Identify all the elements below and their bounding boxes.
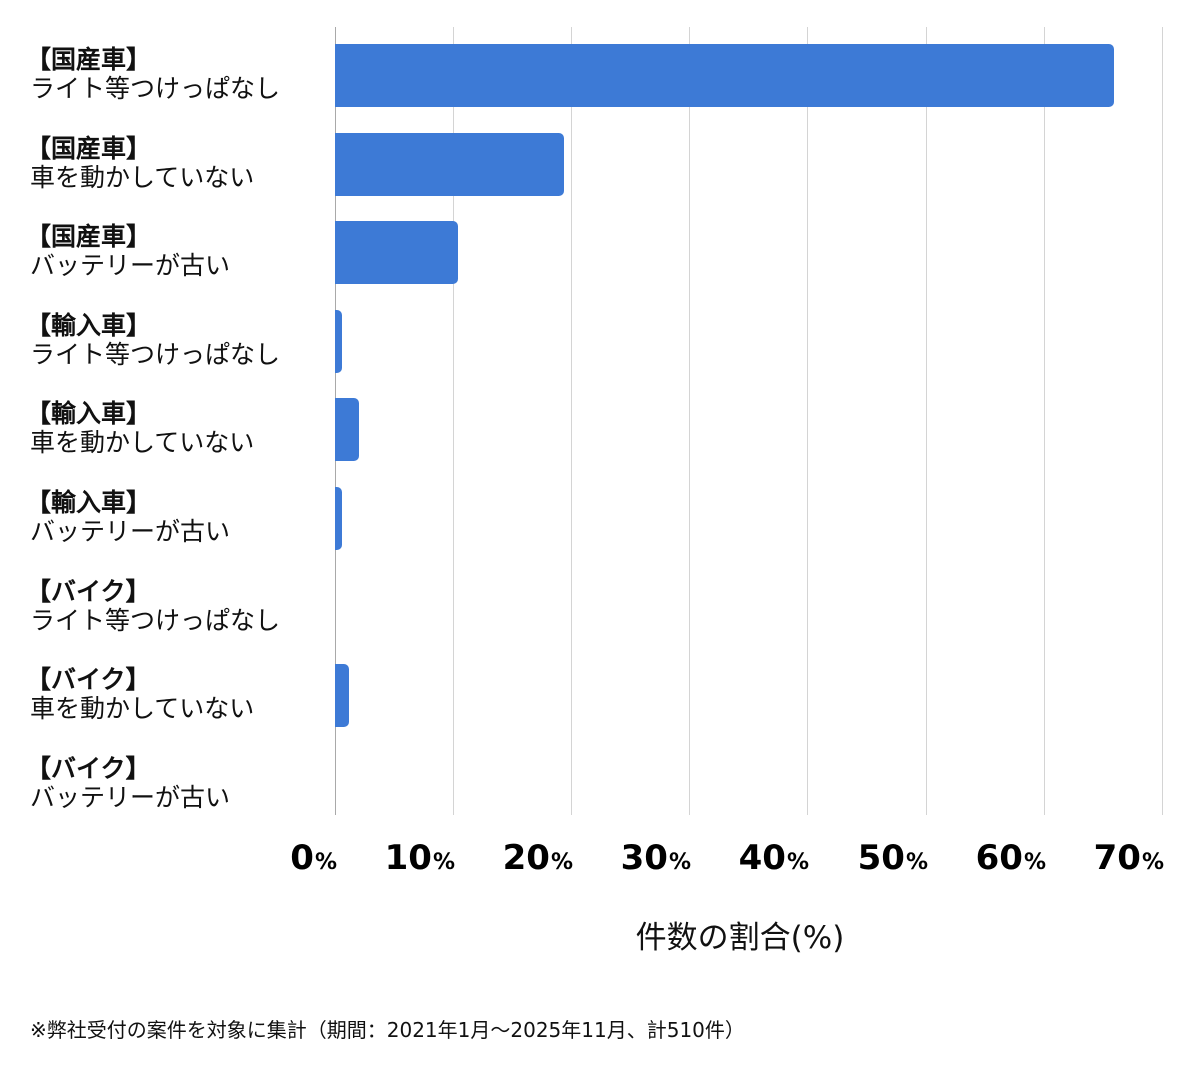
tick-unit: % xyxy=(1141,850,1164,875)
category-label: 【バイク】 車を動かしていない xyxy=(26,665,255,724)
tick-unit: % xyxy=(1023,850,1046,875)
tick-number: 70 xyxy=(1093,838,1141,878)
tick-number: 10 xyxy=(384,838,432,878)
category-label: 【国産車】 車を動かしていない xyxy=(26,134,255,192)
category-group: 【バイク】 xyxy=(26,576,151,606)
gridline-70 xyxy=(1162,27,1163,815)
tick-number: 20 xyxy=(502,838,550,878)
category-reason: バッテリーが古い xyxy=(30,782,231,812)
bar xyxy=(335,221,458,285)
bar xyxy=(335,487,343,550)
category-label: 【輸入車】 ライト等つけっぱなし xyxy=(26,311,281,369)
category-reason: バッテリーが古い xyxy=(30,251,231,281)
tick-number: 50 xyxy=(857,838,905,878)
bar-row: 【バイク】 バッテリーが古い xyxy=(0,740,1200,829)
category-label: 【国産車】 バッテリーが古い xyxy=(26,222,231,281)
x-tick-label: 50% xyxy=(808,838,928,878)
bar xyxy=(335,309,343,373)
bar xyxy=(335,664,350,728)
tick-unit: % xyxy=(786,850,809,875)
category-label: 【国産車】 ライト等つけっぱなし xyxy=(26,45,281,103)
tick-number: 60 xyxy=(975,838,1023,878)
bar-row: 【バイク】 車を動かしていない xyxy=(0,651,1200,740)
category-label: 【輸入車】 バッテリーが古い xyxy=(26,488,231,546)
tick-number: 30 xyxy=(620,838,668,878)
tick-number: 0 xyxy=(290,838,314,878)
x-tick-label: 0% xyxy=(217,838,337,878)
category-group: 【バイク】 xyxy=(26,665,151,695)
bar-row: 【国産車】 ライト等つけっぱなし xyxy=(0,31,1200,120)
tick-unit: % xyxy=(668,850,691,875)
x-axis-title: 件数の割合(%) xyxy=(0,912,1200,957)
footnote: ※弊社受付の案件を対象に集計（期間：2021年1月～2025年11月、計510件… xyxy=(30,1018,745,1042)
bar-row: 【国産車】 バッテリーが古い xyxy=(0,208,1200,297)
x-tick-label: 30% xyxy=(571,838,691,878)
gridline-30 xyxy=(689,27,690,815)
bar-row: 【バイク】 ライト等つけっぱなし xyxy=(0,563,1200,652)
category-group: 【輸入車】 xyxy=(26,310,152,340)
category-reason: 車を動かしていない xyxy=(30,694,255,724)
category-reason: ライト等つけっぱなし xyxy=(30,339,281,369)
tick-unit: % xyxy=(550,850,573,875)
bar xyxy=(335,398,359,462)
category-group: 【国産車】 xyxy=(26,45,152,74)
category-group: 【国産車】 xyxy=(26,222,152,252)
category-label: 【バイク】 バッテリーが古い xyxy=(26,754,231,812)
category-reason: ライト等つけっぱなし xyxy=(30,605,281,635)
category-reason: バッテリーが古い xyxy=(30,517,231,546)
x-tick-label: 40% xyxy=(689,838,809,878)
gridline-20 xyxy=(571,27,572,815)
tick-unit: % xyxy=(314,850,337,875)
category-group: 【輸入車】 xyxy=(26,399,152,429)
gridline-10 xyxy=(453,27,454,815)
bar-row: 【輸入車】 ライト等つけっぱなし xyxy=(0,297,1200,386)
tick-unit: % xyxy=(432,850,455,875)
x-axis-title-text: 件数の割合(%) xyxy=(635,920,845,956)
bar xyxy=(335,44,1115,107)
x-tick-label: 20% xyxy=(453,838,573,878)
category-group: 【輸入車】 xyxy=(26,488,152,517)
x-tick-label: 60% xyxy=(926,838,1046,878)
tick-unit: % xyxy=(905,850,928,875)
x-tick-label: 70% xyxy=(1044,838,1164,878)
category-group: 【国産車】 xyxy=(26,133,152,163)
gridline-50 xyxy=(926,27,927,815)
bar-row: 【国産車】 車を動かしていない xyxy=(0,120,1200,209)
bar-row: 【輸入車】 バッテリーが古い xyxy=(0,474,1200,563)
bar xyxy=(335,132,565,196)
gridline-40 xyxy=(807,27,808,815)
category-reason: 車を動かしていない xyxy=(30,162,255,192)
category-reason: ライト等つけっぱなし xyxy=(30,74,281,103)
category-group: 【バイク】 xyxy=(26,753,151,783)
bar-row: 【輸入車】 車を動かしていない xyxy=(0,385,1200,474)
gridline-60 xyxy=(1044,27,1045,815)
category-label: 【輸入車】 車を動かしていない xyxy=(26,399,255,458)
x-tick-label: 10% xyxy=(335,838,455,878)
category-label: 【バイク】 ライト等つけっぱなし xyxy=(26,577,281,635)
category-reason: 車を動かしていない xyxy=(30,428,255,458)
tick-number: 40 xyxy=(738,838,786,878)
